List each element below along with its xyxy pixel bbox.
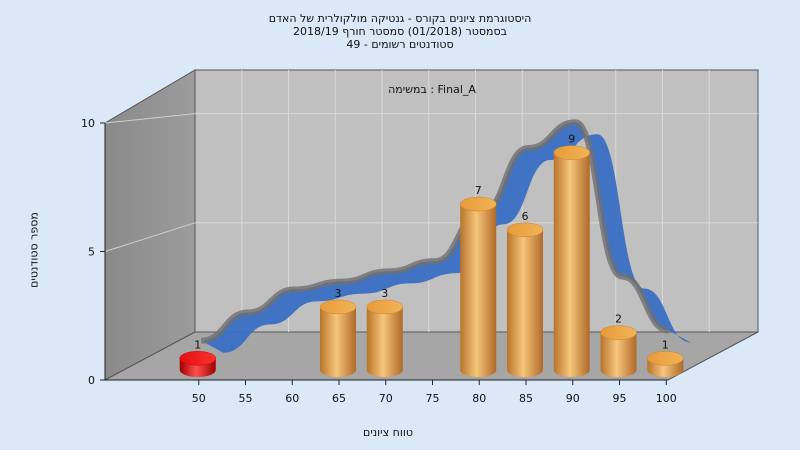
y-tick-label-10: 10 [81,117,95,130]
bar-body-85 [507,229,543,377]
bar-top-80 [460,196,497,212]
bar-50: 1 [179,338,216,377]
x-tick-label-50: 50 [192,392,206,405]
y-tick-label-5: 5 [88,246,95,259]
bar-body-65 [320,306,356,377]
x-tick-label-90: 90 [566,392,580,405]
y-tick-label-0: 0 [88,374,95,387]
bar-90: 9 [553,133,590,377]
bar-top-65 [319,299,357,315]
bar-body-70 [366,306,403,377]
chart-title-line-2: בסמסטר (01/2018) סמסטר חורף 2018/19 [293,25,507,38]
x-tick-label-80: 80 [472,392,486,405]
bar-label-85: 6 [522,210,529,223]
inner-title: במשימה : Final_A [388,83,476,96]
chart-title-line-3: סטודנטים רשומים - 49 [346,38,454,51]
bar-label-90: 9 [568,133,575,146]
bar-top-95 [600,325,637,340]
bar-top-70 [366,299,403,315]
gridline-y-side-5 [104,222,196,252]
distribution-curve-front [201,122,691,353]
side-wall [104,69,196,381]
bar-body-80 [460,204,497,377]
gridline-y-side-10 [104,113,196,124]
bar-body-95 [600,332,637,377]
y-axis-label: מספר סטודנטים [27,212,41,288]
bar-label-70: 3 [381,287,388,300]
bar-top-50 [179,351,216,366]
bar-top-90 [553,145,590,160]
bar-95: 2 [600,313,637,377]
bar-100: 1 [647,338,684,377]
chart-title-line-1: היסטוגרמת ציונים בקורס - גנטיקה מולקולרי… [268,12,532,25]
x-tick-label-95: 95 [613,392,627,405]
x-tick-label-75: 75 [426,392,440,405]
bar-80: 7 [460,184,497,377]
bar-top-85 [506,222,544,238]
x-axis-label: טווח ציונים [363,426,413,439]
x-tick-label-100: 100 [656,392,677,405]
bar-65: 3 [319,287,357,377]
bar-70: 3 [366,287,403,377]
bar-label-100: 1 [662,338,669,351]
x-tick-label-60: 60 [285,392,299,405]
bar-label-50: 1 [194,338,201,351]
x-tick-label-55: 55 [239,392,253,405]
bar-label-80: 7 [475,184,482,197]
bar-label-65: 3 [335,287,342,300]
bar-body-90 [553,152,590,377]
x-tick-label-85: 85 [519,392,533,405]
bar-top-100 [647,351,684,366]
x-tick-label-70: 70 [379,392,393,405]
x-tick-label-65: 65 [332,392,346,405]
bar-label-95: 2 [615,313,622,326]
bar-85: 6 [506,210,544,377]
